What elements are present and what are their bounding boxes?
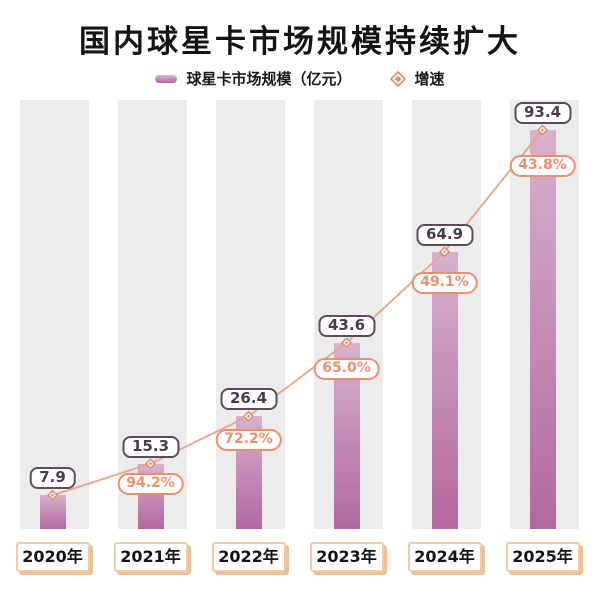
value-label-2023年: 43.6 bbox=[317, 314, 376, 337]
value-label-2020年: 7.9 bbox=[29, 467, 76, 490]
line-series-label: 增速 bbox=[414, 70, 445, 88]
x-axis-label-2023年: 2023年 bbox=[309, 542, 384, 572]
line-point-core-2020年 bbox=[50, 493, 55, 497]
x-axis-label-2024年: 2024年 bbox=[407, 542, 482, 572]
x-axis: 2020年 2021年 2022年 2023年 2024年 2025年 bbox=[0, 542, 600, 578]
line-point-core-2022年 bbox=[246, 414, 251, 418]
growth-label-2022年: 72.2% bbox=[215, 429, 282, 452]
chart-legend: 球星卡市场规模（亿元） 增速 bbox=[0, 68, 600, 89]
growth-label-2021年: 94.2% bbox=[117, 472, 184, 495]
x-axis-label-2022年: 2022年 bbox=[211, 542, 286, 572]
value-label-2024年: 64.9 bbox=[415, 223, 474, 246]
line-point-core-2024年 bbox=[442, 250, 447, 254]
legend-item-market-size: 球星卡市场规模（亿元） bbox=[155, 68, 352, 89]
value-label-2021年: 15.3 bbox=[121, 435, 180, 458]
bar-series-label: 球星卡市场规模（亿元） bbox=[186, 70, 352, 88]
diamond-marker-icon bbox=[389, 70, 406, 87]
x-axis-label-2021年: 2021年 bbox=[113, 542, 188, 572]
line-point-core-2023年 bbox=[344, 341, 349, 345]
growth-label-2023年: 65.0% bbox=[313, 357, 380, 380]
bar-2025年 bbox=[529, 130, 556, 529]
growth-label-2024年: 49.1% bbox=[411, 271, 478, 294]
bar-2020年 bbox=[39, 495, 66, 529]
line-point-core-2025年 bbox=[540, 128, 545, 132]
value-label-2025年: 93.4 bbox=[513, 102, 572, 124]
x-axis-label-2025年: 2025年 bbox=[505, 542, 580, 572]
value-label-2022年: 26.4 bbox=[219, 388, 278, 411]
bar-2024年 bbox=[431, 251, 458, 529]
column-track-2020年 bbox=[20, 100, 89, 529]
legend-item-growth: 增速 bbox=[389, 68, 445, 89]
chart-title: 国内球星卡市场规模持续扩大 bbox=[79, 24, 521, 60]
bar-series-swatch-icon bbox=[155, 74, 178, 83]
line-point-core-2021年 bbox=[148, 462, 153, 466]
x-axis-label-2020年: 2020年 bbox=[15, 542, 90, 572]
plot-area: 7.9 15.3 26.4 43.6 64.9 93.4 94.2% 72.2% 65.0% 49… bbox=[0, 100, 600, 529]
growth-label-2025年: 43.8% bbox=[509, 155, 576, 177]
